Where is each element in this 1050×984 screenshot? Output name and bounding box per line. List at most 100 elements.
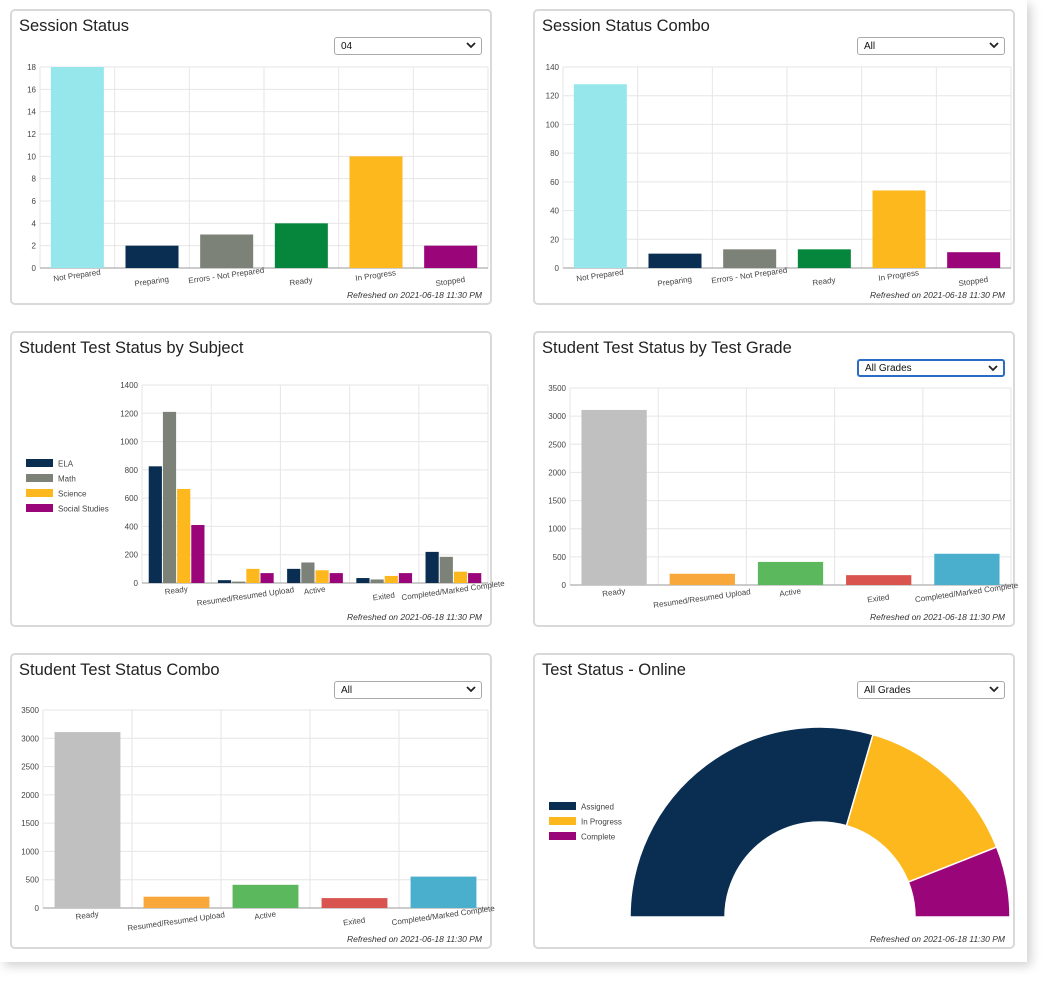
bar [468,573,482,583]
x-tick-label: Ready [289,275,313,287]
student-combo-filter-select[interactable]: All [334,681,482,699]
x-tick-label: Preparing [657,275,693,289]
panel-title: Student Test Status by Subject [19,339,244,357]
session-combo-filter-select[interactable]: All [857,37,1005,55]
x-tick-label: Preparing [134,275,170,289]
bar [274,223,328,268]
chevron-down-icon [989,42,999,49]
bar [217,580,232,583]
bar [384,575,398,583]
bar [947,252,1001,268]
bar [453,571,468,583]
y-tick-label: 0 [35,904,40,913]
y-tick-label: 500 [26,876,40,885]
bar [846,575,912,585]
legend-label: In Progress [581,818,622,827]
student-test-status-by-grade-chart: 0 500 1000 1500 2000 2500 3000 3500 Ready Resumed… [548,384,1019,610]
bar [315,570,329,583]
y-tick-label: 8 [32,175,37,184]
bar [321,898,388,908]
y-tick-label: 60 [550,178,559,187]
y-tick-label: 3500 [21,706,39,715]
chevron-down-icon [988,365,998,372]
legend-swatch [26,459,53,467]
legend-label: Science [58,490,87,499]
legend-label: ELA [58,460,74,469]
y-tick-label: 2500 [21,763,39,772]
donut-slice [629,726,874,918]
bar [148,466,162,583]
bar [260,573,274,583]
bar [287,568,301,583]
x-tick-label: Exited [372,591,395,603]
donut-slice [907,846,1011,918]
y-tick-label: 400 [125,522,139,531]
y-tick-label: 40 [550,207,559,216]
x-tick-label: Ready [602,586,626,598]
y-tick-label: 1000 [548,525,566,534]
y-tick-label: 18 [27,63,36,72]
y-tick-label: 800 [125,466,139,475]
x-tick-label: Active [254,909,277,921]
x-tick-label: Resumed/Resumed Upload [653,587,752,610]
bar [125,245,179,268]
select-value: All [864,41,876,52]
y-tick-label: 1400 [120,381,138,390]
student-test-status-by-grade-panel: Student Test Status by Test Grade All Gr… [533,331,1019,627]
select-value: All Grades [864,685,911,696]
x-tick-label: Not Prepared [53,268,101,284]
bar [425,551,439,583]
legend-swatch [549,802,576,810]
x-tick-label: Resumed/Resumed Upload [196,585,295,608]
y-tick-label: 1000 [21,847,39,856]
student-test-status-by-subject-panel: Student Test Status by Subject 0 200 400 60… [10,331,506,627]
x-tick-label: Active [303,584,326,596]
bar [424,245,478,268]
select-value: All [341,685,353,696]
legend-swatch [549,817,576,825]
x-tick-label: In Progress [878,268,920,283]
bar [398,573,413,583]
panel-title: Student Test Status by Test Grade [542,339,792,357]
panel-title: Session Status [19,17,130,35]
session-status-combo-chart: 0 20 40 60 80 100 120 140 Not Prepared Preparing E… [546,63,1012,289]
panel-title: Student Test Status Combo [19,661,220,679]
y-tick-label: 1200 [120,409,138,418]
online-grade-filter-select[interactable]: All Grades [857,681,1005,699]
x-tick-label: Exited [867,593,890,605]
y-tick-label: 80 [550,149,559,158]
y-tick-label: 12 [27,130,36,139]
legend-label: Math [58,475,76,484]
y-tick-label: 200 [125,551,139,560]
y-tick-label: 6 [32,197,37,206]
bar [232,884,299,908]
y-tick-label: 2000 [548,468,566,477]
bar [329,573,343,583]
panel-title: Session Status Combo [542,17,710,35]
session-filter-select[interactable]: 04 [334,37,482,55]
legend-label: Social Studies [58,505,109,514]
x-tick-label: Ready [812,275,836,287]
x-tick-label: Errors - Not Prepared [188,266,265,286]
y-tick-label: 20 [550,235,559,244]
refreshed-timestamp: Refreshed on 2021-06-18 11:30 PM [347,612,482,622]
grade-filter-select[interactable]: All Grades [857,359,1005,377]
x-tick-label: In Progress [355,268,397,283]
student-test-status-by-subject-chart: 0 200 400 600 800 1000 1200 1400 ELA Math Science S… [26,381,506,608]
bar [162,411,177,583]
y-tick-label: 0 [134,579,139,588]
legend-swatch [26,504,53,512]
session-status-chart: 0 2 4 6 8 10 12 14 16 18 Not Prepared Preparing Erro… [27,63,489,289]
legend-swatch [26,489,53,497]
bar [50,67,104,268]
x-tick-label: Stopped [435,275,466,288]
chevron-down-icon [466,686,476,693]
bar [723,249,777,268]
refreshed-timestamp: Refreshed on 2021-06-18 11:30 PM [870,290,1005,300]
y-tick-label: 3000 [21,734,39,743]
chevron-down-icon [466,42,476,49]
bar [410,876,477,908]
y-tick-label: 16 [27,85,36,94]
bar [356,578,370,583]
y-tick-label: 4 [32,219,37,228]
